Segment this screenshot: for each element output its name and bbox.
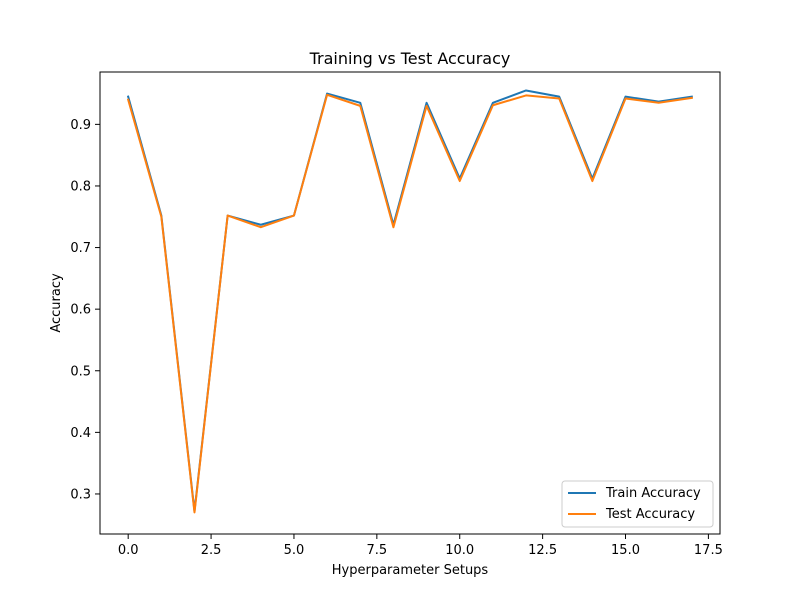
x-tick-label: 5.0 — [284, 543, 305, 558]
x-tick-label: 2.5 — [201, 543, 222, 558]
legend-label-test-accuracy: Test Accuracy — [605, 507, 695, 522]
y-axis: 0.3 0.4 0.5 0.6 0.7 0.8 0.9 — [70, 118, 100, 502]
plot-frame — [99, 71, 721, 535]
x-tick-label: 12.5 — [528, 543, 557, 558]
x-tick-label: 7.5 — [367, 543, 388, 558]
plot-area — [100, 72, 720, 534]
x-axis: 0.0 2.5 5.0 7.5 10.0 12.5 15.0 17.5 — [118, 534, 723, 558]
x-tick-label: 10.0 — [445, 543, 474, 558]
x-tick-label: 15.0 — [611, 543, 640, 558]
legend-label-train-accuracy: Train Accuracy — [605, 486, 701, 501]
y-tick-label: 0.6 — [70, 303, 91, 318]
x-tick-label: 0.0 — [118, 543, 139, 558]
y-tick-label: 0.4 — [70, 426, 91, 441]
y-tick-label: 0.9 — [70, 118, 91, 133]
series-line-test-accuracy — [126, 93, 693, 514]
x-axis-label: Hyperparameter Setups — [332, 563, 489, 578]
y-tick-label: 0.8 — [70, 179, 91, 194]
y-tick-label: 0.7 — [70, 241, 91, 256]
y-tick-label: 0.3 — [70, 487, 91, 502]
y-axis-label: Accuracy — [49, 273, 64, 333]
legend-frame — [561, 480, 714, 528]
chart-title: Training vs Test Accuracy — [309, 49, 511, 68]
series-layer — [126, 89, 693, 514]
y-tick-label: 0.5 — [70, 364, 91, 379]
x-tick-label: 17.5 — [694, 543, 723, 558]
legend: Train Accuracy Test Accuracy — [561, 480, 714, 528]
